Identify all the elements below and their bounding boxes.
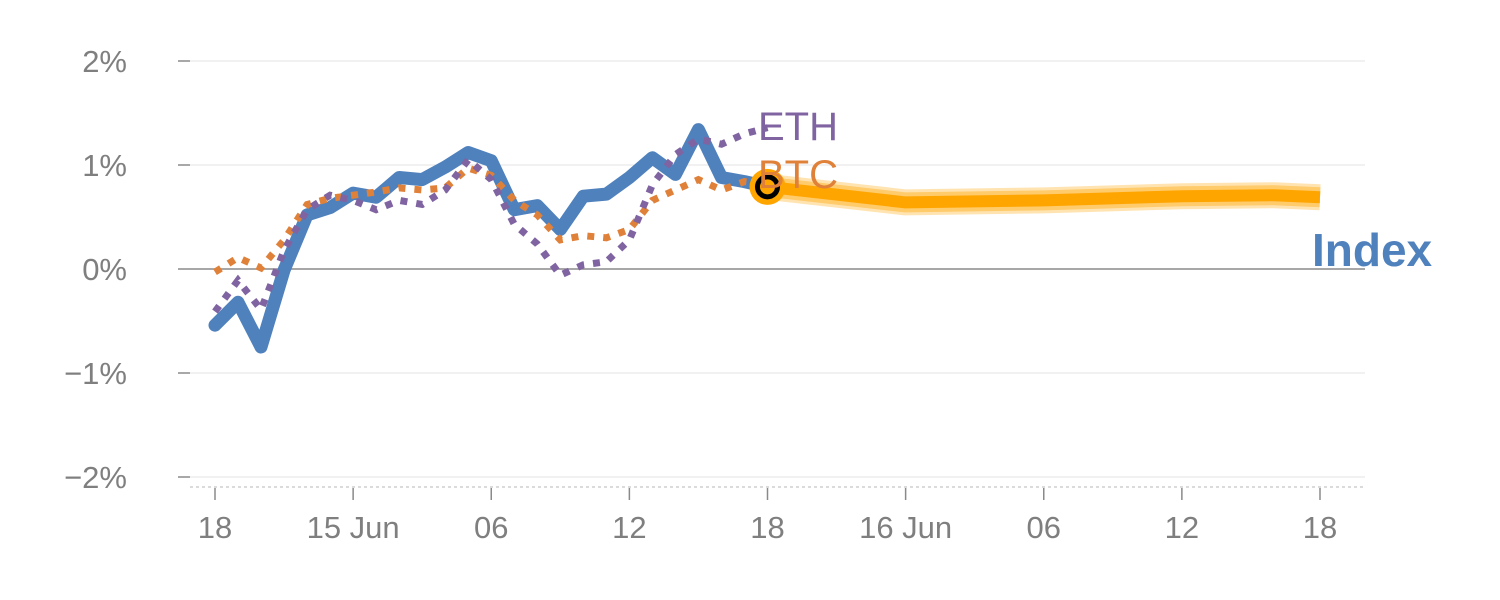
x-tick-label: 15 Jun [307,510,400,545]
x-tick-label: 18 [1303,510,1337,545]
x-tick-label: 12 [612,510,646,545]
x-tick-label: 18 [750,510,784,545]
x-tick-label: 16 Jun [859,510,952,545]
btc-line [213,164,768,276]
y-tick-label: −1% [64,356,127,391]
index-line [208,123,774,354]
y-axis: 2% 1% 0% −1% −2% [64,44,190,495]
last-point-ring [755,174,780,200]
x-tick-label: 06 [1027,510,1061,545]
btc-label: BTC [758,153,838,197]
y-tick-label: 1% [82,148,127,183]
x-tick-label: 12 [1165,510,1199,545]
last-point-marker [749,168,786,205]
y-tick-label: 0% [82,252,127,287]
y-tick-label: −2% [64,460,127,495]
grid [190,60,1365,478]
x-axis: 18 15 Jun 06 12 18 16 Jun 06 12 18 [190,486,1365,545]
x-tick-label: 18 [198,510,232,545]
series [208,123,1321,354]
forecast-line [766,180,1321,209]
x-tick-label: 06 [474,510,508,545]
y-tick-label: 2% [82,44,127,79]
index-label: Index [1312,224,1433,276]
eth-label: ETH [758,105,838,149]
eth-line [212,124,769,317]
